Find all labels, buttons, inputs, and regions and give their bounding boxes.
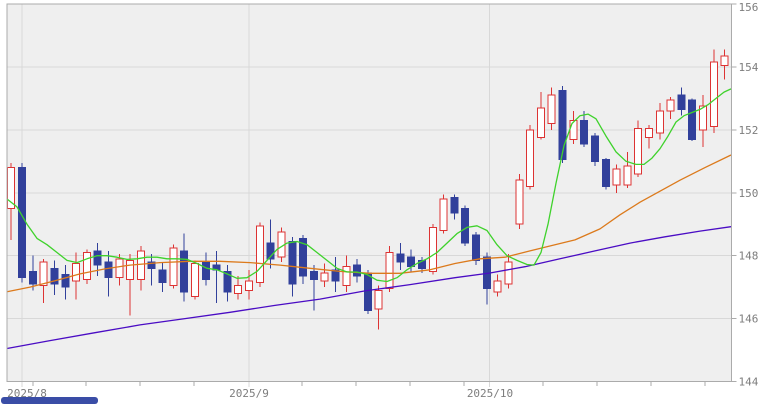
- candle-up: [504, 261, 513, 285]
- candle-up: [655, 110, 664, 134]
- candle-up: [245, 280, 254, 291]
- candle-up: [126, 259, 135, 280]
- candle-up: [82, 252, 91, 280]
- x-axis-label: 2025/10: [467, 387, 513, 400]
- candle-down: [677, 94, 686, 110]
- candle-down: [288, 241, 297, 285]
- candle-up: [169, 247, 178, 287]
- y-axis-label: 144: [739, 376, 759, 389]
- candle-down: [450, 196, 459, 214]
- candle-down: [93, 250, 102, 266]
- candle-up: [699, 105, 708, 131]
- candle-down: [601, 159, 610, 187]
- candle-down: [299, 237, 308, 277]
- candle-up: [234, 285, 243, 294]
- candle-down: [104, 261, 113, 279]
- chart-scrollbar-thumb[interactable]: [1, 397, 98, 404]
- candle-down: [590, 135, 599, 162]
- candle-up: [39, 261, 48, 287]
- candle-down: [461, 207, 470, 244]
- candle-down: [688, 99, 697, 140]
- y-axis-label: 146: [739, 313, 759, 326]
- candle-up: [709, 61, 718, 128]
- candle-up: [634, 127, 643, 175]
- candle-up: [623, 165, 632, 186]
- candle-up: [115, 258, 124, 279]
- ma-long-line: [6, 226, 732, 350]
- y-axis-label: 152: [739, 124, 759, 137]
- candle-up: [569, 119, 578, 140]
- ma-mid-line: [6, 154, 732, 293]
- candle-up: [526, 129, 535, 187]
- x-axis-label: 2025/8: [7, 387, 47, 400]
- y-axis-label: 154: [739, 61, 759, 74]
- candle-down: [396, 253, 405, 263]
- candle-down: [28, 270, 37, 285]
- candle-up: [385, 252, 394, 290]
- candle-up: [342, 266, 351, 287]
- y-axis-label: 156: [739, 1, 759, 14]
- candle-down: [61, 274, 70, 288]
- candle-down: [158, 269, 167, 283]
- candle-up: [255, 225, 264, 283]
- candle-down: [201, 261, 210, 280]
- candle-up: [515, 179, 524, 225]
- candle-up: [72, 263, 81, 282]
- candle-down: [417, 259, 426, 269]
- candle-down: [180, 250, 189, 293]
- candle-down: [472, 234, 481, 261]
- x-axis-label: 2025/9: [229, 387, 269, 400]
- candle-down: [223, 270, 232, 293]
- candle-up: [320, 272, 329, 282]
- candle-up: [190, 263, 199, 298]
- candle-up: [136, 250, 145, 280]
- candle-up: [720, 55, 729, 66]
- candle-up: [536, 107, 545, 139]
- candle-up: [493, 280, 502, 293]
- candle-down: [147, 261, 156, 269]
- y-axis-label: 150: [739, 187, 759, 200]
- candle-up: [428, 226, 437, 272]
- candle-up: [666, 99, 675, 112]
- candle-up: [439, 198, 448, 232]
- candle-down: [353, 264, 362, 277]
- candle-down: [266, 242, 275, 260]
- candle-down: [50, 267, 59, 285]
- candle-down: [580, 119, 589, 145]
- candle-down: [309, 270, 318, 280]
- candle-up: [374, 289, 383, 310]
- ma-short-line: [6, 88, 732, 283]
- candle-up: [612, 168, 621, 186]
- candle-down: [18, 167, 27, 279]
- y-axis-label: 148: [739, 250, 759, 263]
- candle-up: [547, 94, 556, 125]
- candle-down: [331, 269, 340, 282]
- candle-up: [644, 127, 653, 139]
- candle-up: [7, 167, 16, 209]
- candle-down: [363, 272, 372, 312]
- candle-down: [558, 90, 567, 161]
